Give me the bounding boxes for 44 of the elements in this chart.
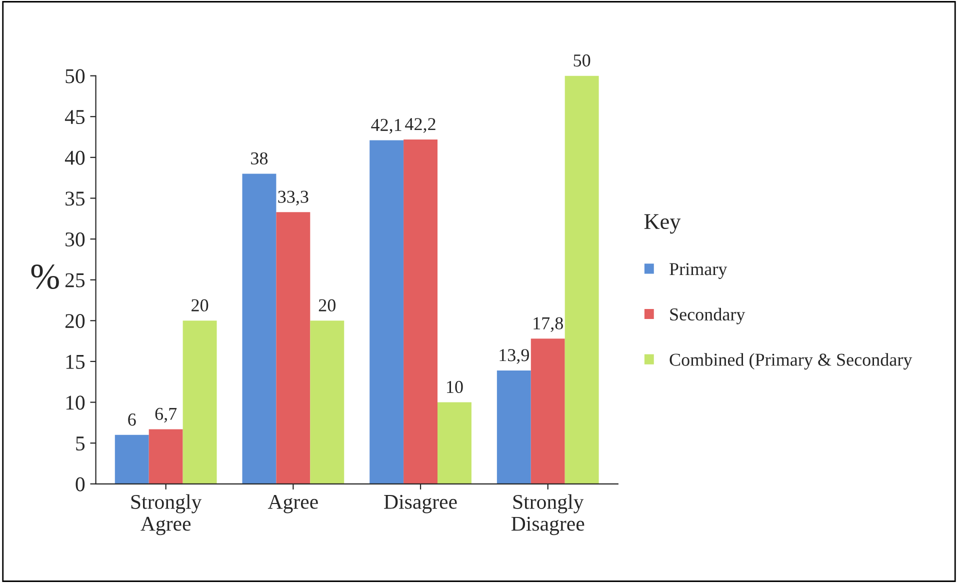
- x-tick-label: Disagree: [384, 494, 457, 514]
- bar: [242, 174, 276, 484]
- bar: [114, 434, 149, 484]
- bar: [496, 370, 531, 484]
- data-label: 38: [251, 152, 268, 165]
- y-tick-label: 0: [76, 477, 85, 492]
- bar: [438, 402, 472, 484]
- data-label: 17,8: [534, 317, 563, 332]
- y-tick-label: 50: [66, 69, 85, 84]
- x-tick-label: Agree: [268, 494, 318, 514]
- y-tick-label: 5: [76, 436, 85, 451]
- data-label: 33,3: [278, 190, 308, 206]
- legend-label: Primary: [670, 263, 728, 279]
- bar: [564, 76, 599, 484]
- bar: [148, 429, 183, 484]
- data-label: 20: [318, 299, 336, 312]
- bar: [530, 338, 565, 484]
- y-tick-label: 15: [66, 354, 85, 369]
- data-label: 50: [574, 54, 590, 67]
- x-tick-label: Strongly Agree: [131, 494, 202, 536]
- bar: [404, 139, 438, 484]
- legend-label: Secondary: [670, 308, 746, 324]
- legend-title: Key: [644, 214, 681, 234]
- bar: [370, 140, 404, 484]
- bar: [276, 212, 310, 484]
- data-label: 42,2: [405, 118, 436, 133]
- y-axis-title: %: [31, 264, 59, 289]
- bar: [310, 320, 344, 484]
- legend-label: Combined (Primary & Secondary: [670, 353, 912, 370]
- y-tick-label: 25: [65, 273, 85, 288]
- y-tick-label: 45: [64, 110, 85, 124]
- y-tick-label: 40: [64, 150, 85, 165]
- bar: [182, 320, 217, 484]
- data-label: 13,9: [500, 349, 529, 364]
- y-tick-label: 10: [66, 396, 85, 410]
- data-label: 20: [192, 299, 208, 312]
- data-label: 6,7: [155, 408, 177, 423]
- x-tick-label: Strongly Disagree: [511, 494, 584, 536]
- y-tick-label: 30: [66, 232, 85, 246]
- data-label: 6: [128, 414, 136, 426]
- y-tick-label: 20: [65, 314, 85, 328]
- y-tick-label: 35: [66, 192, 85, 206]
- data-label: 10: [447, 380, 463, 394]
- data-label: 42,1: [371, 118, 402, 134]
